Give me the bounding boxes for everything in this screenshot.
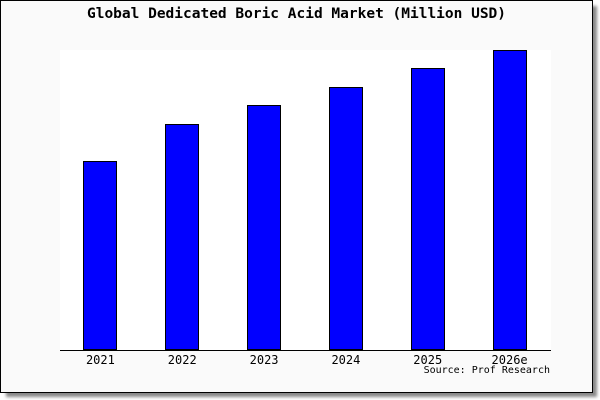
x-tick-label-2026e: 2026e [491,353,528,367]
bar-2021 [83,161,118,350]
chart-card: Global Dedicated Boric Acid Market (Mill… [0,0,593,393]
chart-title: Global Dedicated Boric Acid Market (Mill… [86,6,507,22]
x-tick-label-2023: 2023 [249,353,279,367]
bar-2023 [247,104,282,350]
x-tick-label-2022: 2022 [167,353,197,367]
x-axis-labels: 2021 2022 2023 2024 2025 2026e [1,1,592,392]
bar-2022 [165,124,200,350]
x-tick-label-2024: 2024 [331,353,361,367]
bar-2024 [328,87,363,350]
x-tick-label-2021: 2021 [85,353,115,367]
plot-area [59,49,551,351]
bar-2026e [492,49,527,350]
x-tick-label-2025: 2025 [413,353,443,367]
source-note: Source: Prof Research [423,365,550,376]
bar-2025 [410,68,445,350]
